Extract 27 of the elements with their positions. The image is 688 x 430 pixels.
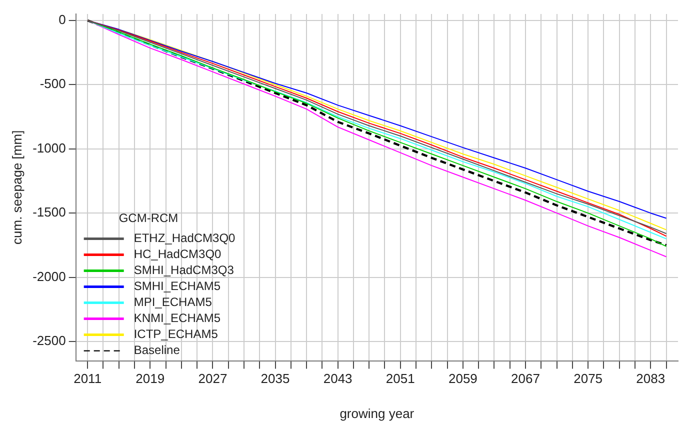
y-tick-label: -500	[40, 76, 66, 92]
legend-label: SMHI_HadCM3Q3	[134, 263, 234, 278]
y-tick-label: -2500	[32, 333, 66, 348]
x-tick-label: 2043	[323, 371, 352, 386]
legend-label: SMHI_ECHAM5	[134, 279, 221, 294]
legend-label: ETHZ_HadCM3Q0	[134, 231, 236, 246]
x-tick-label: 2019	[136, 371, 165, 386]
legend-title: GCM-RCM	[118, 211, 178, 226]
y-tick-label: -1500	[32, 204, 66, 220]
x-tick-label: 2027	[198, 371, 228, 386]
x-tick-label: 2083	[636, 371, 666, 386]
legend-label: HC_HadCM3Q0	[134, 247, 222, 262]
y-tick-label: -1000	[32, 140, 66, 156]
legend-label: ICTP_ECHAM5	[134, 327, 218, 342]
legend-label: KNMI_ECHAM5	[134, 311, 221, 326]
x-axis-title: growing year	[340, 406, 415, 421]
y-tick-label: 0	[58, 12, 66, 27]
y-tick-label: -2000	[32, 268, 66, 284]
x-tick-label: 2067	[511, 371, 540, 386]
x-tick-label: 2075	[574, 371, 603, 386]
legend-label: MPI_ECHAM5	[134, 295, 212, 310]
x-tick-label: 2059	[448, 371, 478, 386]
x-tick-label: 2035	[260, 371, 290, 386]
y-axis-title: cum. seepage [mm]	[9, 130, 24, 244]
x-tick-label: 2051	[386, 371, 415, 386]
x-tick-label: 2011	[74, 371, 102, 386]
legend-label: Baseline	[134, 343, 180, 358]
